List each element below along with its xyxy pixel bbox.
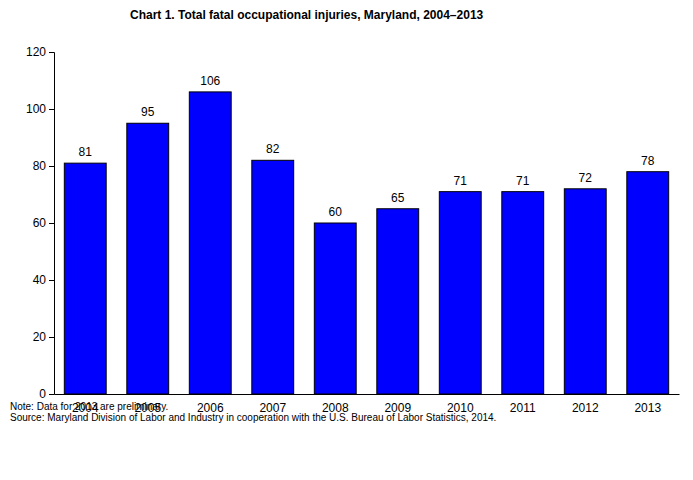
data-label: 65 (391, 191, 405, 205)
y-axis-line (49, 53, 55, 395)
bar (127, 123, 169, 394)
y-tick-label: 40 (33, 273, 47, 287)
chart-container: Chart 1. Total fatal occupational injuri… (0, 0, 693, 480)
x-tick: 2011 (510, 394, 536, 415)
x-tick-label: 2011 (510, 401, 536, 415)
y-tick: 40 (33, 273, 54, 287)
y-tick-label: 20 (33, 330, 47, 344)
bar (252, 160, 294, 394)
annotations: Note: Data for 2013 are preliminary.Sour… (10, 401, 496, 423)
x-axis-line (55, 394, 680, 395)
y-tick: 80 (33, 159, 54, 173)
y-tick-mark (49, 394, 54, 395)
data-labels: 81 95 106 82 60 65 71 71 72 78 (79, 74, 655, 219)
bar (314, 223, 356, 394)
chart-svg: Chart 1. Total fatal occupational injuri… (0, 0, 693, 480)
data-label: 106 (200, 74, 220, 88)
y-tick-mark (49, 280, 54, 281)
data-label: 82 (266, 142, 280, 156)
data-label: 81 (79, 145, 93, 159)
y-tick-label: 0 (39, 387, 46, 401)
bar (439, 192, 481, 394)
y-tick: 20 (33, 330, 54, 344)
data-label: 72 (579, 171, 593, 185)
y-tick-label: 100 (26, 102, 46, 116)
y-tick-mark (49, 166, 54, 167)
annotation: Source: Maryland Division of Labor and I… (10, 412, 496, 423)
chart-title: Chart 1. Total fatal occupational injuri… (130, 8, 484, 22)
y-tick-mark (49, 52, 54, 53)
x-tick: 2012 (572, 394, 599, 415)
x-tick-label: 2012 (572, 401, 599, 415)
y-tick-mark (49, 223, 54, 224)
y-tick: 0 (39, 387, 54, 401)
y-tick: 100 (26, 102, 54, 116)
bar (189, 92, 231, 394)
y-tick-label: 80 (33, 159, 47, 173)
y-tick-mark (49, 109, 54, 110)
x-tick-label: 2013 (634, 401, 661, 415)
y-tick-label: 60 (33, 216, 47, 230)
bar (564, 189, 606, 394)
data-label: 71 (454, 174, 468, 188)
bar (377, 209, 419, 394)
bar (627, 172, 669, 394)
bar (502, 192, 544, 394)
annotation: Note: Data for 2013 are preliminary. (10, 401, 168, 412)
data-label: 71 (516, 174, 530, 188)
plot-area: 0204060801001202004200520062007200820092… (26, 45, 680, 414)
y-tick-mark (49, 337, 54, 338)
y-tick: 60 (33, 216, 54, 230)
bars (64, 92, 668, 394)
data-label: 60 (329, 205, 343, 219)
data-label: 78 (641, 154, 655, 168)
x-tick: 2013 (634, 394, 661, 415)
bar (64, 163, 106, 394)
y-tick: 120 (26, 45, 54, 59)
y-tick-label: 120 (26, 45, 46, 59)
data-label: 95 (141, 105, 155, 119)
y-axis: 0 20 40 60 80 100 120 (26, 45, 55, 401)
